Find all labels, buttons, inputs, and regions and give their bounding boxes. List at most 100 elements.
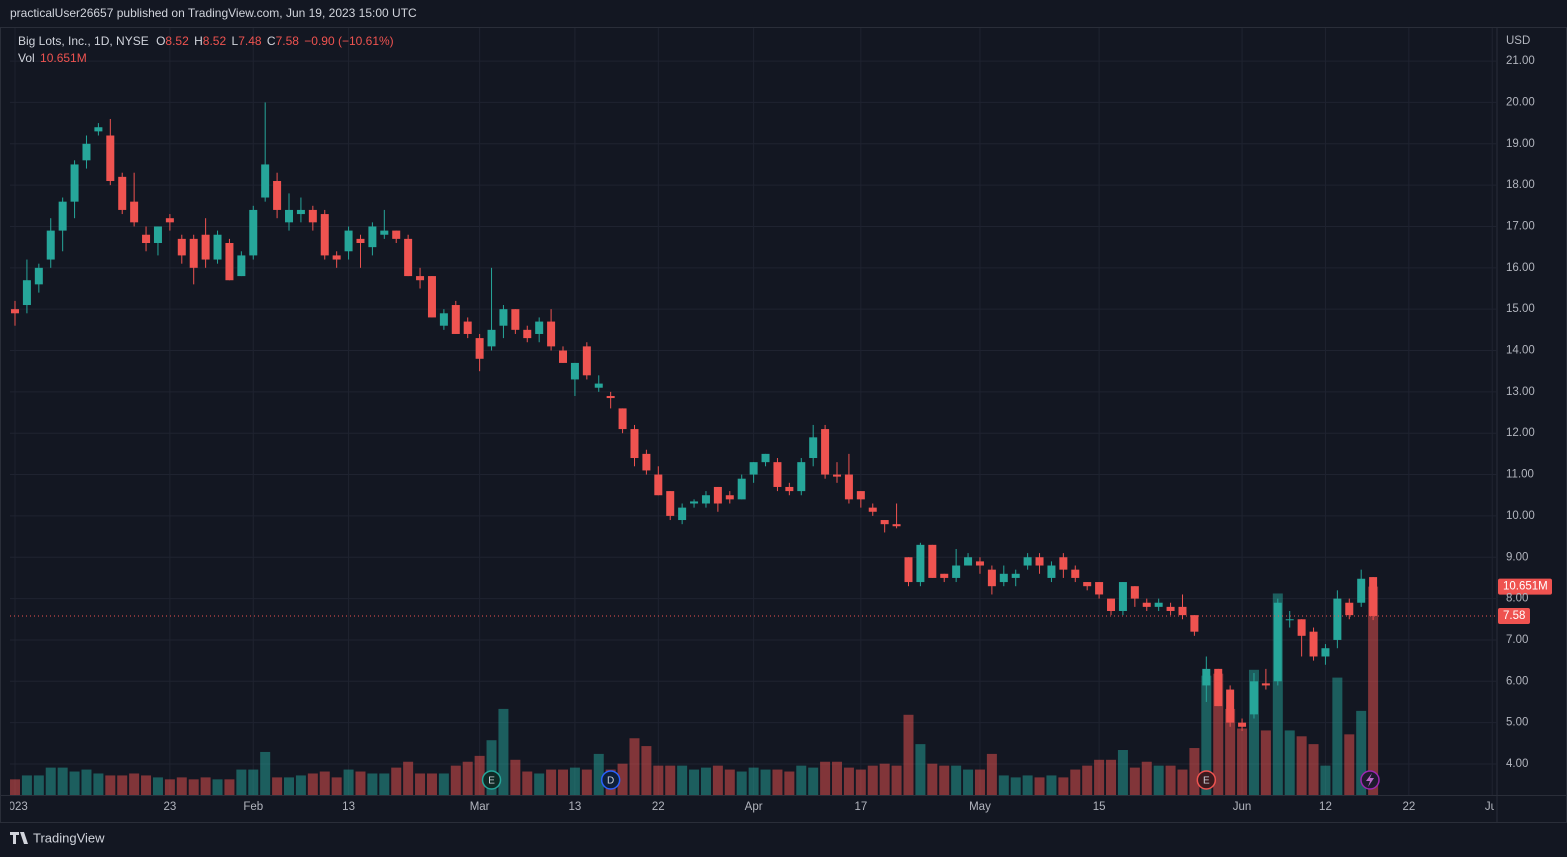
- candle-body: [975, 561, 984, 566]
- candle-body: [344, 230, 353, 252]
- volume-bar: [677, 765, 688, 795]
- volume-bar: [1237, 728, 1248, 795]
- candle-layer: [11, 102, 1378, 731]
- candle-body: [1261, 683, 1270, 686]
- candle-body: [606, 395, 615, 399]
- candle-body: [201, 234, 210, 260]
- x-tick-label: Apr: [745, 801, 763, 813]
- price-tag-label: 7.58: [1503, 610, 1525, 622]
- volume-tag-label: 10.651M: [1503, 581, 1548, 593]
- x-tick-label: Jul: [1485, 801, 1500, 813]
- brand-name[interactable]: TradingView: [33, 830, 105, 845]
- volume-bar: [117, 775, 128, 795]
- candle-body: [880, 520, 889, 525]
- candle-body: [1142, 602, 1151, 607]
- candle-body: [58, 201, 67, 231]
- x-tick-label: 17: [854, 801, 867, 813]
- dividend-split-icon[interactable]: [1360, 770, 1380, 790]
- volume-layer: [10, 586, 1379, 795]
- volume-bar: [915, 744, 926, 795]
- volume-bar: [129, 773, 140, 795]
- volume-bar: [1165, 765, 1176, 795]
- volume-bar: [689, 769, 700, 795]
- volume-bar: [974, 769, 985, 795]
- x-tick-label: 13: [569, 801, 582, 813]
- candle-body: [1035, 557, 1044, 566]
- candle-body: [964, 557, 973, 566]
- event-marker[interactable]: [600, 770, 621, 790]
- volume-bar: [1106, 759, 1117, 795]
- candle-body: [1130, 586, 1139, 599]
- candle-body: [844, 474, 853, 500]
- volume-bar: [462, 761, 473, 795]
- legend-line: Big Lots, Inc., 1D, NYSE O8.52 H8.52 L7.…: [18, 34, 394, 48]
- event-label: E: [1203, 776, 1210, 787]
- candle-body: [1071, 569, 1080, 578]
- legend-h-label: H: [194, 34, 203, 48]
- x-tick-label: 2023: [2, 801, 28, 813]
- event-label: E: [488, 776, 495, 787]
- candle-body: [1190, 615, 1199, 632]
- volume-bar: [1070, 769, 1081, 795]
- volume-bar: [879, 763, 890, 795]
- volume-bar: [319, 771, 330, 795]
- currency: USD: [1506, 35, 1530, 47]
- y-tick-label: 15.00: [1506, 303, 1535, 315]
- candle-body: [642, 453, 651, 471]
- volume-bar: [1344, 734, 1355, 795]
- legend-l-label: L: [232, 34, 239, 48]
- y-tick-label: 10.00: [1506, 510, 1535, 522]
- candle-body: [1154, 602, 1163, 607]
- volume-bar: [141, 775, 152, 795]
- candle-body: [142, 234, 151, 244]
- candle-body: [570, 362, 579, 380]
- y-tick-label: 19.00: [1506, 138, 1535, 150]
- candle-body: [46, 230, 55, 260]
- candle-body: [713, 486, 722, 504]
- event-marker[interactable]: [481, 770, 502, 790]
- x-tick-label: Mar: [470, 801, 490, 813]
- volume-bar: [93, 773, 104, 795]
- volume-bar: [1308, 744, 1319, 795]
- volume-bar: [665, 765, 676, 795]
- volume-bar: [927, 763, 938, 795]
- event-marker[interactable]: [1196, 770, 1217, 790]
- volume-bar: [1034, 777, 1045, 795]
- candle-body: [833, 474, 842, 477]
- volume-bar: [581, 769, 592, 795]
- y-tick-label: 13.00: [1506, 386, 1535, 398]
- candle-body: [332, 255, 341, 260]
- volume-bar: [653, 765, 664, 795]
- legend-open: 8.52: [165, 34, 189, 48]
- volume-bar: [867, 765, 878, 795]
- candle-body: [320, 214, 329, 256]
- volume-bar: [569, 767, 580, 795]
- volume-bar: [986, 753, 997, 795]
- volume-bar: [379, 773, 390, 795]
- volume-bar: [164, 779, 175, 795]
- candle-body: [368, 226, 377, 248]
- legend-c-label: C: [267, 34, 276, 48]
- candle-body: [1333, 598, 1342, 640]
- volume-bar: [700, 767, 711, 795]
- volume-bar: [1284, 730, 1295, 795]
- candle-body: [1095, 582, 1104, 595]
- candle-body: [177, 238, 186, 256]
- candle-body: [1285, 619, 1294, 621]
- volume-bar: [1201, 675, 1212, 795]
- candle-body: [618, 408, 627, 430]
- volume-bar: [188, 779, 199, 795]
- overlay: 10.651M 7.58 E D E: [10, 578, 1552, 790]
- volume-bar: [81, 769, 92, 795]
- candle-body: [1083, 582, 1092, 587]
- candle-body: [463, 321, 472, 334]
- volume-bar: [1082, 765, 1093, 795]
- candle-body: [237, 255, 246, 277]
- y-tick-label: 9.00: [1506, 551, 1528, 563]
- candle-body: [1202, 668, 1211, 686]
- candle-body: [1023, 557, 1032, 566]
- candle-body: [678, 507, 687, 521]
- volume-bar: [903, 714, 914, 795]
- candle-body: [856, 491, 865, 500]
